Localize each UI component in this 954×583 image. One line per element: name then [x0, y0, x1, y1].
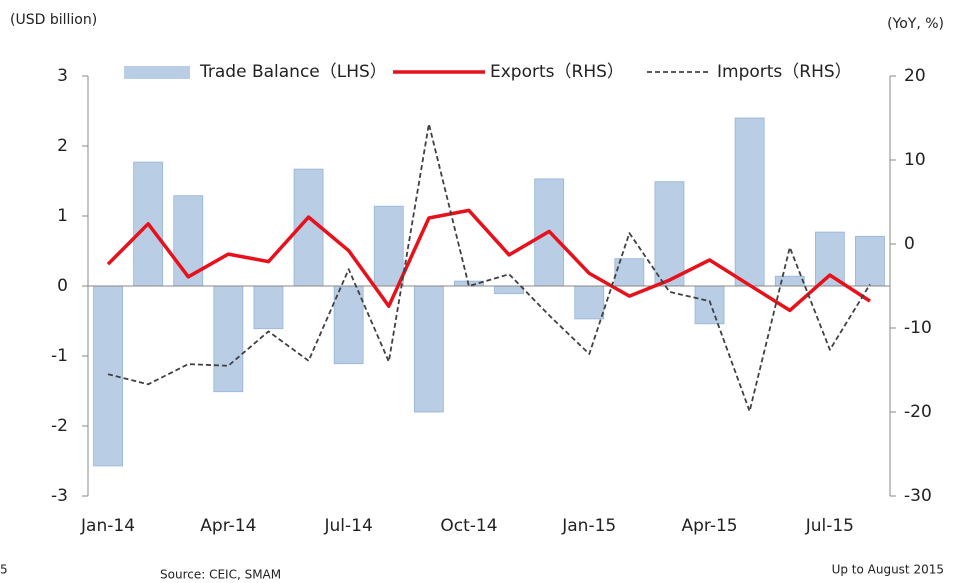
bar	[494, 285, 524, 295]
y2-tick-label: -30	[904, 486, 932, 506]
y-tick-label: -2	[51, 416, 68, 436]
x-tick-label: Jan-15	[561, 516, 616, 536]
y-tick-label: 3	[57, 66, 68, 86]
bar	[333, 285, 364, 365]
bar	[253, 285, 284, 330]
y2-tick-label: 20	[904, 66, 926, 86]
y-tick-label: -3	[51, 486, 68, 506]
dashed-line	[107, 123, 871, 413]
bar	[814, 231, 845, 287]
x-tick-label: Oct-14	[440, 516, 497, 536]
note: Up to August 2015	[832, 563, 944, 577]
x-tick-label: Apr-15	[682, 516, 738, 536]
bar	[774, 275, 805, 287]
bar	[373, 205, 404, 287]
source: Source: CEIC, SMAM	[160, 568, 281, 582]
legend-label: Trade Balance（LHS）	[199, 62, 387, 82]
x-tick-label: Jul-15	[805, 516, 854, 536]
y2-tick-label: -20	[904, 402, 932, 422]
page-number: 5	[0, 563, 8, 577]
y-tick-label: 1	[57, 206, 68, 226]
legend-swatch	[124, 66, 190, 79]
y2-tick-label: 10	[904, 150, 926, 170]
bar	[734, 117, 765, 287]
x-tick-label: Apr-14	[200, 516, 256, 536]
x-tick-label: Jan-14	[80, 516, 135, 536]
bar	[213, 285, 244, 393]
legend-label: Imports（RHS）	[717, 62, 852, 82]
y-tick-label: 2	[57, 136, 68, 156]
y2-axis-label: (YoY, %)	[887, 16, 944, 32]
x-tick-label: Jul-14	[324, 516, 373, 536]
bar	[855, 235, 885, 287]
y2-tick-label: 0	[904, 234, 915, 254]
bar	[654, 181, 685, 287]
legend-label: Exports（RHS）	[490, 62, 624, 82]
y-tick-label: 0	[57, 276, 68, 296]
y-tick-label: -1	[51, 346, 68, 366]
bar	[694, 285, 725, 325]
y-axis-label: (USD billion)	[10, 12, 97, 28]
bar	[413, 285, 444, 413]
line	[106, 208, 871, 313]
y2-tick-label: -10	[904, 318, 932, 338]
bar	[574, 285, 605, 320]
